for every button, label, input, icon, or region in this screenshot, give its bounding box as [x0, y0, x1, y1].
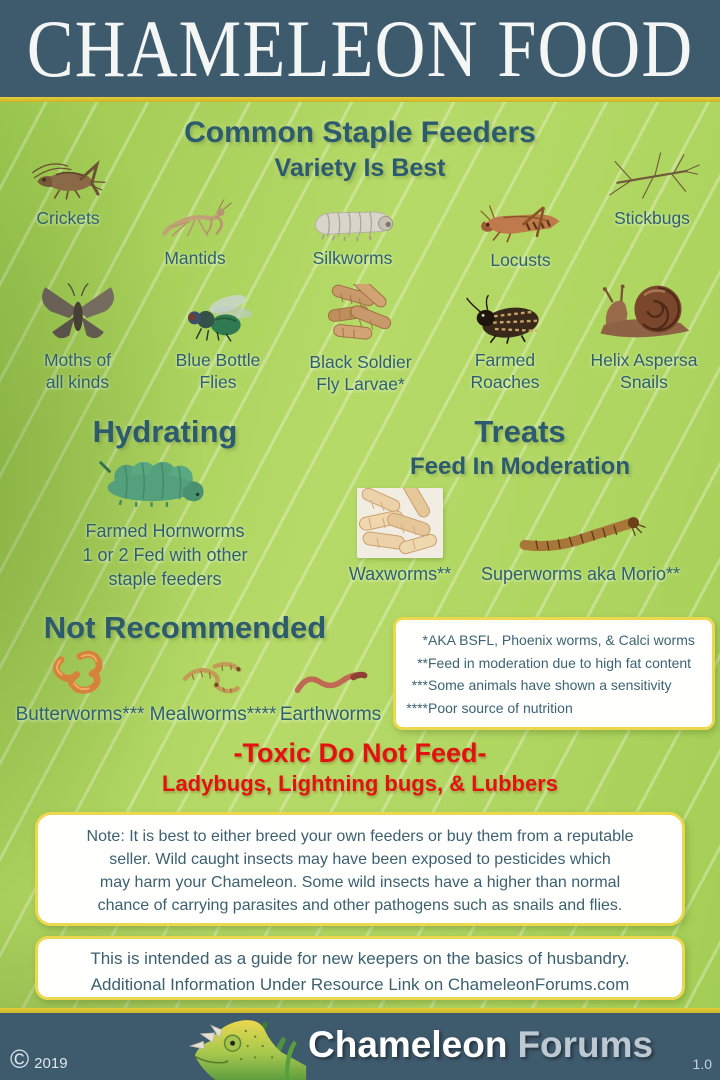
header-banner: CHAMELEON FOOD	[0, 0, 720, 97]
feeder-label: Farmed Roaches	[470, 350, 540, 393]
copyright-icon: ©	[10, 1044, 30, 1074]
guide-box: This is intended as a guide for new keep…	[35, 936, 685, 1000]
feeder-waxworms: Waxworms**	[348, 488, 452, 586]
feeder-label: Stickbugs	[614, 208, 690, 228]
stickbug-icon	[609, 152, 700, 199]
feeder-label: Earthworms	[279, 704, 382, 725]
footnote-text: Some animals have shown a sensitivity	[428, 677, 672, 694]
locust-icon	[479, 205, 559, 243]
footnote-stars: ****	[406, 700, 428, 717]
superworm-icon	[519, 517, 646, 552]
feeder-label: Crickets	[36, 208, 100, 228]
staple-section-subtitle: Variety Is Best	[274, 154, 446, 182]
hydrating-section-title: Hydrating	[92, 414, 238, 449]
feeder-label: Helix Aspersa Snails	[590, 350, 698, 393]
earthworm-icon	[294, 671, 367, 694]
hydrating-caption: Farmed Hornworms 1 or 2 Fed with other s…	[82, 521, 248, 589]
roach-icon	[466, 294, 539, 344]
footnote-line: * AKA BSFL, Phoenix worms, & Calci worms	[396, 629, 708, 652]
feeder-helix-snails: Helix Aspersa Snails	[580, 276, 708, 393]
feeder-butterworms: Butterworms***	[10, 646, 150, 727]
feeder-label: Black Soldier Fly Larvae*	[309, 352, 412, 395]
feeder-label: Silkworms	[312, 248, 393, 268]
snail-icon	[600, 284, 690, 338]
feeder-moths: Moths of all kinds	[25, 282, 130, 393]
waxworms-icon	[357, 488, 443, 558]
footnote-line: *** Some animals have shown a sensitivit…	[396, 674, 708, 697]
feeder-hornworms	[96, 452, 211, 515]
moth-icon	[41, 283, 114, 339]
silkworm-icon	[314, 211, 393, 242]
feeder-label: Mealworms****	[149, 704, 277, 725]
chameleon-icon	[188, 1020, 307, 1080]
feeder-crickets: Crickets	[18, 156, 118, 229]
bsfl-icon	[327, 284, 391, 340]
page-title: CHAMELEON FOOD	[26, 2, 694, 94]
footnote-text: Poor source of nutrition	[428, 700, 573, 717]
butterworms-icon	[52, 650, 103, 694]
feeder-mantids: Mantids	[145, 196, 245, 269]
toxic-warning-list: Ladybugs, Lightning bugs, & Lubbers	[162, 771, 558, 796]
not-recommended-section-title: Not Recommended	[43, 610, 327, 645]
footnote-stars: *	[422, 632, 428, 648]
footer-divider	[0, 1008, 720, 1013]
footnote-line: ** Feed in moderation due to high fat co…	[396, 652, 708, 675]
toxic-warning-title: -Toxic Do Not Feed-	[233, 738, 487, 768]
feeder-blue-bottle-flies: Blue Bottle Flies	[168, 290, 268, 393]
feeder-label: Butterworms***	[15, 704, 145, 725]
feeder-locusts: Locusts	[468, 202, 573, 271]
footnotes-box: * AKA BSFL, Phoenix worms, & Calci worms…	[393, 617, 715, 730]
brand-secondary: Forums	[517, 1024, 654, 1065]
feeder-mealworms: Mealworms****	[148, 656, 278, 727]
feeder-label: Blue Bottle Flies	[175, 350, 261, 393]
copyright-notice: © 2019	[10, 1044, 68, 1075]
feeder-silkworms: Silkworms	[295, 198, 410, 269]
note-box: Note: It is best to either breed your ow…	[35, 812, 685, 926]
footnote-text: AKA BSFL, Phoenix worms, & Calci worms	[428, 632, 695, 648]
chameleon-logo	[188, 1014, 313, 1080]
cricket-icon	[31, 160, 106, 200]
feeder-farmed-roaches: Farmed Roaches	[455, 294, 555, 393]
feeder-label: Mantids	[164, 248, 226, 268]
footnote-stars: ***	[411, 677, 428, 694]
feeder-label: Waxworms**	[348, 564, 452, 584]
mantis-icon	[162, 199, 232, 237]
footnote-line: **** Poor source of nutrition	[396, 697, 708, 720]
feeder-earthworms: Earthworms	[278, 664, 383, 727]
feeder-stickbugs: Stickbugs	[596, 150, 708, 229]
copyright-year: 2019	[34, 1055, 68, 1072]
footnote-stars: **	[417, 654, 428, 671]
header-divider	[0, 97, 720, 102]
version-label: 1.0	[692, 1056, 712, 1072]
treats-section-subtitle: Feed In Moderation	[409, 453, 630, 480]
feeder-black-soldier-fly-larvae: Black Soldier Fly Larvae*	[303, 284, 418, 395]
footnote-text: Feed in moderation due to high fat conte…	[428, 654, 692, 671]
mealworms-icon	[182, 661, 242, 694]
feeder-superworms: Superworms aka Morio**	[468, 506, 693, 586]
feeder-label: Locusts	[490, 250, 551, 270]
hornworm-icon	[99, 461, 204, 507]
fly-icon	[187, 295, 252, 342]
footer-bar	[0, 1013, 720, 1080]
staple-section-title: Common Staple Feeders	[184, 116, 536, 149]
feeder-label: Superworms aka Morio**	[480, 564, 681, 584]
brand-primary: Chameleon	[308, 1024, 508, 1065]
treats-section-title: Treats	[474, 414, 566, 449]
feeder-label: Moths of all kinds	[43, 350, 112, 393]
brand-wordmark: Chameleon Forums	[308, 1024, 653, 1066]
